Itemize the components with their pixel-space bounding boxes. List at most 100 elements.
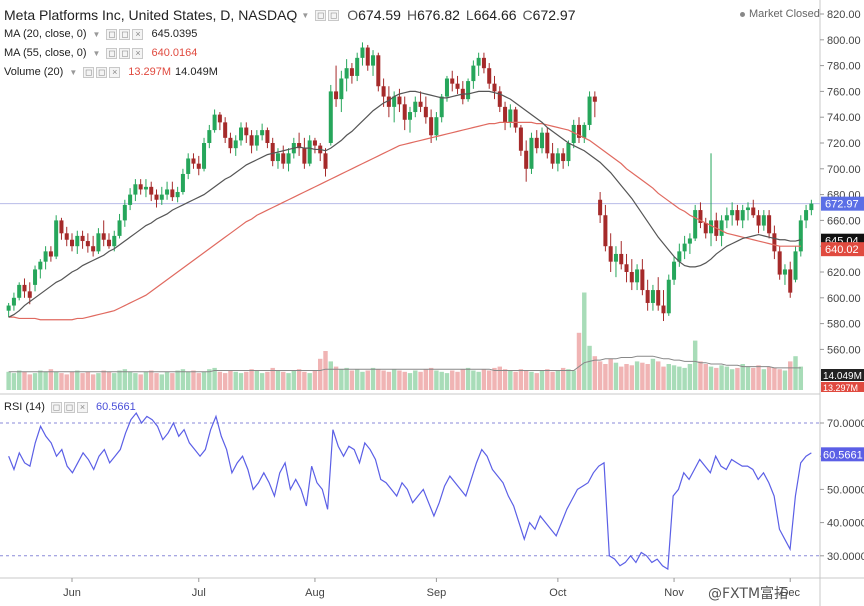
volume-bar <box>11 373 17 390</box>
volume-bar <box>191 370 196 390</box>
volume-bar <box>587 345 592 390</box>
settings-icon[interactable]: ◻ <box>119 28 131 40</box>
ma55-price-tag <box>821 242 864 257</box>
volume-bar <box>423 369 429 390</box>
volume-bar <box>566 369 571 390</box>
candle-body <box>687 238 692 244</box>
candle-body <box>650 290 655 303</box>
candle-body <box>349 68 354 76</box>
volume-bar <box>629 365 635 390</box>
candle-body <box>312 140 317 146</box>
close-icon[interactable]: × <box>132 47 144 59</box>
volume-bar <box>291 370 297 390</box>
ma55-label: MA (55, close, 0) <box>4 47 87 59</box>
volume-bar <box>766 366 772 390</box>
chevron-down-icon[interactable]: ▼ <box>92 48 101 58</box>
candle-body <box>413 101 418 113</box>
volume-bar <box>682 367 687 390</box>
volume-bar <box>397 370 402 390</box>
volume-bar <box>228 370 233 390</box>
close-value: 672.97 <box>532 7 576 23</box>
volume-bar <box>729 369 735 390</box>
hide-icon[interactable]: ◻ <box>328 9 340 21</box>
settings-icon[interactable]: ◻ <box>96 66 108 78</box>
volume-bar <box>307 373 312 390</box>
volume-bar <box>149 370 154 390</box>
candle-body <box>745 207 750 211</box>
settings-icon[interactable]: ◻ <box>119 47 131 59</box>
settings-icon[interactable]: ◻ <box>63 401 75 413</box>
volume-bar <box>212 367 217 390</box>
volume-bar <box>275 370 281 390</box>
candle-body <box>302 148 307 164</box>
volume-tag <box>821 369 864 381</box>
eye-icon[interactable]: ◻ <box>106 47 118 59</box>
volume-bar <box>613 362 619 390</box>
volume-bar <box>381 370 386 390</box>
volume-bar <box>608 358 613 390</box>
volume-bar <box>703 364 708 390</box>
volume-bar <box>180 369 186 390</box>
candle-body <box>70 239 75 247</box>
time-tick-label: Jul <box>192 587 206 599</box>
volume-bar <box>756 365 761 390</box>
candle-body <box>180 173 185 193</box>
candle-body <box>576 124 582 138</box>
close-icon[interactable]: × <box>132 28 144 40</box>
candle-body <box>117 220 122 236</box>
candle-body <box>244 127 249 136</box>
candle-body <box>518 127 523 151</box>
candle-body <box>238 127 244 141</box>
settings-icon[interactable]: ◻ <box>315 9 327 21</box>
volume-bar <box>545 369 550 390</box>
candle-body <box>624 264 629 272</box>
volume-bar <box>434 370 439 390</box>
volume-bar <box>793 356 798 390</box>
chevron-down-icon[interactable]: ▼ <box>92 29 101 39</box>
candle-body <box>22 284 27 292</box>
candle-body <box>54 220 59 257</box>
candle-body <box>360 47 365 58</box>
candle-body <box>772 233 777 252</box>
candle-body <box>106 239 111 247</box>
chevron-down-icon[interactable]: ▼ <box>69 67 78 77</box>
close-icon[interactable]: × <box>76 401 88 413</box>
volume-bar <box>48 369 54 390</box>
volume-bar <box>302 371 307 390</box>
chevron-down-icon[interactable]: ▼ <box>301 10 310 20</box>
eye-icon[interactable]: ◻ <box>83 66 95 78</box>
candle-body <box>101 233 106 240</box>
volume-bars <box>6 292 804 390</box>
volume-bar <box>497 366 502 390</box>
candle-body <box>571 124 576 143</box>
candle-body <box>91 246 96 252</box>
candle-body <box>75 235 80 247</box>
volume-bar <box>502 369 508 390</box>
last-price-tag-text: 672.97 <box>825 199 859 211</box>
volume-ma-tag <box>821 382 864 392</box>
high-label: H <box>406 7 418 23</box>
close-icon[interactable]: × <box>109 66 121 78</box>
candle-body <box>603 215 608 247</box>
candle-body <box>793 251 798 280</box>
eye-icon[interactable]: ◻ <box>106 28 118 40</box>
volume-bar <box>207 369 212 390</box>
ma20-value: 645.0395 <box>151 28 198 40</box>
volume-bar <box>428 367 434 390</box>
candle-body <box>756 215 761 226</box>
volume-bar <box>655 361 661 390</box>
eye-icon[interactable]: ◻ <box>50 401 62 413</box>
candle-body <box>165 189 170 195</box>
price-tick-label: 780.00 <box>827 61 861 73</box>
volume-bar <box>201 371 207 390</box>
volume-value-1: 13.297M <box>128 66 172 78</box>
rsi-tick-label: 40.0000 <box>827 518 864 530</box>
volume-bar <box>75 370 80 390</box>
candle-body <box>508 109 513 123</box>
volume-bar <box>439 371 444 390</box>
candle-body <box>740 210 745 221</box>
candle-body <box>38 261 43 270</box>
candle-body <box>735 210 740 221</box>
candle-body <box>640 269 645 291</box>
